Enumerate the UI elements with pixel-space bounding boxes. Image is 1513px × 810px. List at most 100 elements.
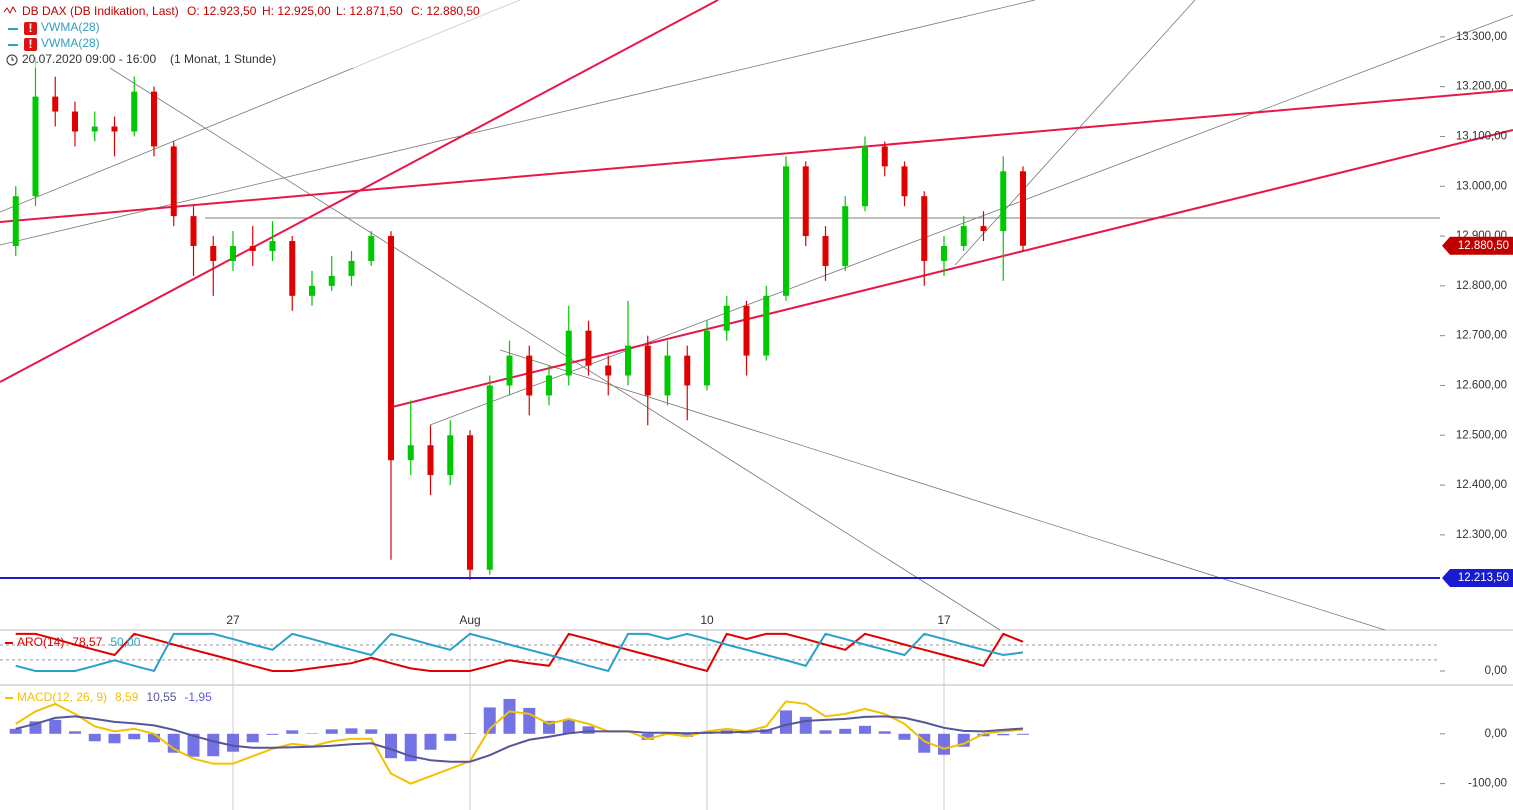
histogram-bar [641, 733, 654, 740]
candle-body [842, 206, 849, 266]
candle-body [506, 355, 513, 386]
stat: C: 12.880,50 [411, 4, 480, 18]
price-tag [1442, 236, 1513, 255]
y-tick-label: 12.800,00 [1456, 280, 1507, 292]
candle-body [52, 96, 59, 112]
indicator-value: 78,57 [72, 635, 102, 649]
candle-body [368, 236, 375, 261]
candle-body [862, 146, 868, 207]
histogram-bar [424, 733, 437, 750]
trend-line [429, 14, 1513, 426]
candle-body [32, 96, 39, 197]
candle-body [249, 246, 256, 252]
price-tag [1442, 568, 1513, 587]
interval: (1 Monat, 1 Stunde) [170, 52, 276, 66]
candle-body [723, 305, 730, 331]
candle-body [269, 241, 276, 252]
y-tick-label: 13.100,00 [1456, 130, 1507, 142]
y-tick-label: 13.300,00 [1456, 31, 1507, 43]
histogram-bar [503, 698, 516, 734]
histogram-bar [799, 716, 812, 734]
histogram-bar [108, 733, 121, 744]
histogram-bar [325, 729, 338, 734]
x-tick-label: Aug [459, 613, 480, 627]
y-tick-label: 12.700,00 [1456, 330, 1507, 342]
histogram-bar [187, 733, 200, 757]
stat: O: 12.923,50 [187, 4, 257, 18]
histogram-bar [997, 733, 1010, 736]
candle-body [704, 330, 710, 386]
histogram-bar [266, 733, 279, 735]
candle-body [131, 91, 138, 132]
candle-body [210, 246, 217, 261]
indicator-value: 50,00 [110, 635, 140, 649]
indicator-line [15, 632, 1024, 673]
header-bg [0, 0, 540, 68]
chart-title: DB DAX (DB Indikation, Last) [22, 4, 179, 18]
legend-entry: VWMA(28) [41, 20, 100, 34]
candle-body [309, 285, 315, 296]
y-tick-label: 12.600,00 [1456, 380, 1507, 392]
candle-body [822, 236, 829, 266]
histogram-bar [286, 730, 299, 734]
histogram-bar [878, 731, 891, 734]
candle-body [664, 355, 671, 396]
candle-body [565, 330, 572, 376]
histogram-bar [345, 728, 358, 734]
period: 20.07.2020 09:00 - 16:00 [22, 52, 156, 66]
trend-line [499, 349, 1386, 631]
stat: L: 12.871,50 [336, 4, 403, 18]
candle-body [388, 236, 394, 461]
histogram-bar [1017, 733, 1029, 735]
y-tick-label: 0,00 [1485, 728, 1507, 740]
warning-mark: ! [29, 21, 33, 35]
indicator-value: 10,55 [146, 690, 176, 704]
candle-body [1020, 171, 1026, 246]
trend-line [387, 129, 1513, 409]
candle-body [328, 275, 335, 286]
indicator-line [15, 632, 1024, 673]
candle-body [546, 375, 552, 396]
histogram-bar [9, 728, 22, 734]
indicator-label: ARO(14) [17, 635, 64, 649]
histogram-bar [148, 733, 160, 743]
candle-body [12, 196, 19, 247]
clock-icon [6, 54, 18, 66]
histogram-bar [128, 733, 141, 740]
candle-body [783, 166, 789, 296]
histogram-bar [562, 719, 575, 734]
histogram-bar [167, 733, 180, 753]
y-tick-label: 13.000,00 [1456, 180, 1507, 192]
candle-body [348, 260, 355, 276]
clock-hand [11, 57, 14, 61]
histogram-bar [859, 725, 871, 734]
y-tick-label: 12.300,00 [1456, 529, 1507, 541]
candle-body [427, 445, 434, 476]
candle-body [960, 226, 967, 247]
candle-body [111, 126, 118, 132]
plot: 12.300,00 12.400,00 12.500,00 12.600,00 12.7… [0, 31, 1513, 810]
histogram-bar [227, 733, 239, 752]
price-tag-label: 12.213,50 [1458, 572, 1509, 584]
indicator-value: 8,59 [115, 690, 139, 704]
histogram-bar [365, 729, 378, 734]
warning-icon [24, 22, 37, 35]
histogram-bar [69, 731, 81, 734]
histogram-bar [977, 733, 990, 737]
candle-body [921, 196, 928, 261]
trend-line [109, 67, 1001, 631]
candle-body [289, 241, 296, 296]
candle-body [684, 355, 691, 386]
histogram-bar [49, 719, 62, 734]
histogram-bar [385, 733, 397, 759]
candle-body [644, 345, 651, 396]
candle-body [170, 146, 177, 217]
histogram-bar [88, 733, 101, 742]
stat: H: 12.925,00 [262, 4, 331, 18]
y-tick-label: 12.500,00 [1456, 429, 1507, 441]
histogram-bar [819, 730, 832, 734]
trend-line [0, 89, 1513, 223]
candle-body [605, 365, 612, 376]
x-tick-label: 10 [700, 613, 714, 627]
